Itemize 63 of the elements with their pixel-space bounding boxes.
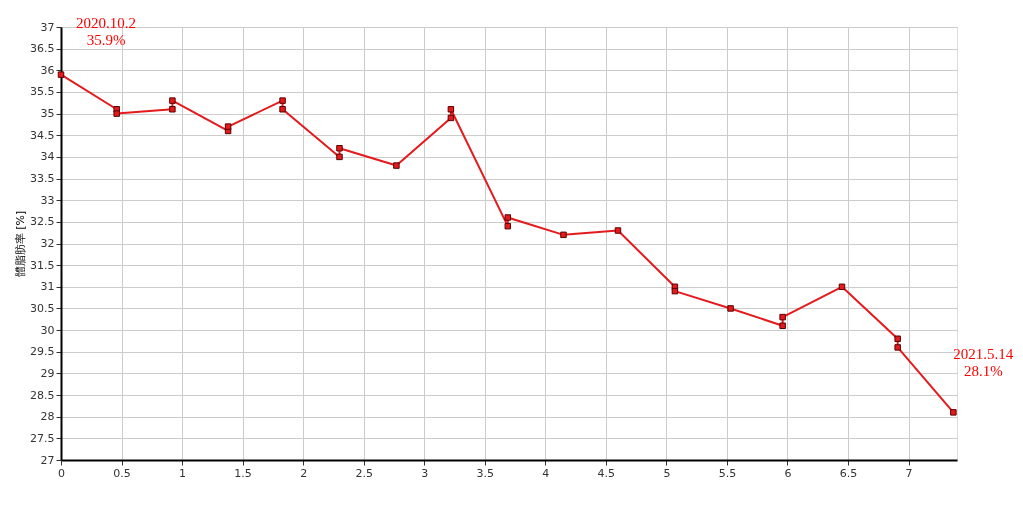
point bbox=[504, 214, 512, 221]
point bbox=[279, 97, 286, 104]
point bbox=[950, 409, 957, 416]
y-tick-label: 30.5 bbox=[30, 301, 55, 315]
point bbox=[336, 153, 343, 161]
y-tick-label: 29 bbox=[40, 366, 55, 380]
y-tick-label: 37 bbox=[40, 20, 55, 34]
x-tick-label: 6 bbox=[784, 466, 792, 480]
x-tick-label: 0.5 bbox=[113, 466, 131, 480]
y-tick-label: 32.5 bbox=[30, 215, 55, 229]
point bbox=[113, 110, 120, 117]
x-tick-label: 0 bbox=[58, 466, 65, 480]
point bbox=[57, 71, 65, 78]
y-tick-label: 31.5 bbox=[30, 258, 55, 272]
x-tick-label: 5.5 bbox=[718, 466, 737, 480]
point bbox=[894, 344, 901, 351]
point bbox=[447, 106, 455, 113]
y-tick-label: 28 bbox=[40, 410, 55, 424]
x-tick-label: 1 bbox=[179, 466, 187, 480]
point bbox=[504, 222, 512, 230]
point bbox=[336, 145, 343, 152]
y-tick-label: 29.5 bbox=[30, 345, 55, 359]
point bbox=[671, 287, 679, 295]
y-tick-label: 28.5 bbox=[30, 388, 55, 402]
point bbox=[169, 97, 176, 104]
y-tick-label: 36.5 bbox=[30, 42, 55, 56]
point bbox=[838, 283, 846, 291]
x-tick-label: 3 bbox=[421, 466, 429, 480]
x-tick-label: 7 bbox=[905, 466, 913, 480]
y-tick-label: 27 bbox=[40, 453, 55, 467]
y-tick-label: 33.5 bbox=[30, 172, 55, 186]
y-tick-label: 35 bbox=[40, 107, 55, 121]
x-tick-label: 1.5 bbox=[234, 466, 252, 480]
y-tick-label: 27.5 bbox=[30, 431, 55, 445]
y-tick-label: 34 bbox=[40, 150, 55, 164]
x-tick-label: 2.5 bbox=[355, 466, 373, 480]
point bbox=[169, 106, 176, 113]
y-tick-label: 36 bbox=[40, 63, 55, 77]
point bbox=[447, 114, 455, 122]
y-tick-label: 32 bbox=[40, 237, 55, 250]
annotation: 2021.5.14 28.1% bbox=[953, 346, 1014, 380]
point bbox=[727, 305, 734, 312]
point bbox=[393, 162, 400, 169]
y-tick-label: 34.5 bbox=[30, 128, 55, 142]
x-tick-label: 4 bbox=[542, 466, 550, 480]
annotation: 2020.10.2 35.9% bbox=[76, 14, 136, 48]
point bbox=[224, 123, 232, 130]
y-tick-label: 31 bbox=[40, 280, 55, 294]
x-tick-label: 2 bbox=[300, 466, 308, 480]
y-tick-label: 35.5 bbox=[30, 85, 55, 99]
y-tick-label: 33 bbox=[40, 193, 55, 207]
x-tick-label: 3.5 bbox=[476, 466, 495, 480]
y-tick-label: 30 bbox=[40, 323, 55, 337]
x-tick-label: 5 bbox=[663, 466, 671, 480]
point bbox=[779, 322, 786, 330]
point bbox=[614, 227, 622, 234]
x-tick-label: 4.5 bbox=[597, 466, 616, 480]
point bbox=[779, 313, 786, 321]
point bbox=[894, 335, 901, 342]
x-tick-label: 6.5 bbox=[839, 466, 858, 480]
point bbox=[279, 106, 286, 113]
y-axis-title: 體脂肪率 [%] bbox=[14, 210, 28, 278]
point bbox=[560, 231, 567, 239]
